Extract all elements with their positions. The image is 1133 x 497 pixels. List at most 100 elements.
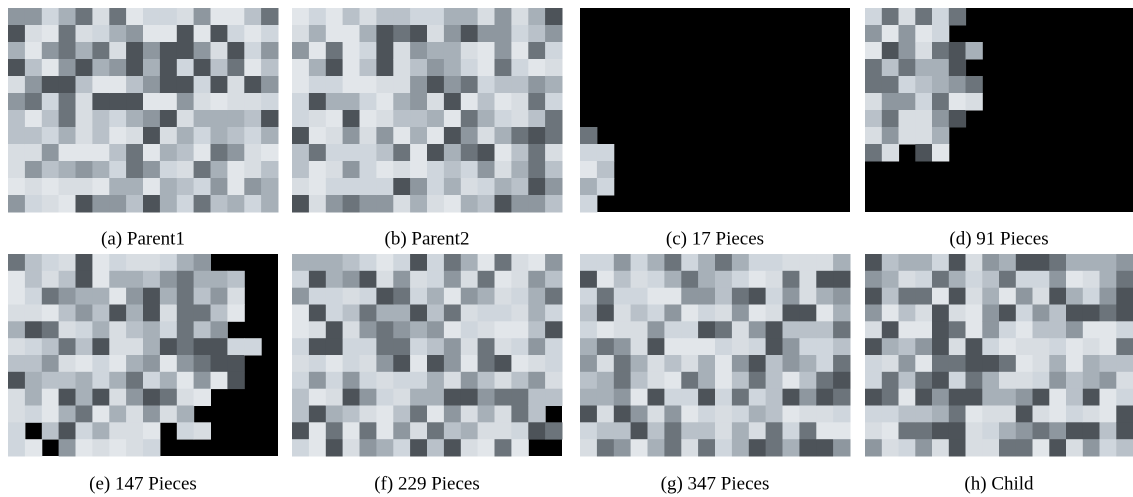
image-tile: [109, 110, 127, 128]
image-tile: [427, 59, 445, 77]
image-tile: [1082, 422, 1101, 440]
image-tile: [376, 195, 394, 213]
image-tile: [881, 76, 900, 94]
image-tile: [698, 405, 716, 423]
image-tile: [393, 321, 411, 339]
image-tile: [681, 405, 699, 423]
image-tile: [833, 321, 851, 339]
image-tile: [1049, 270, 1067, 289]
image-tile: [932, 59, 950, 77]
image-tile: [596, 287, 615, 305]
image-tile: [545, 161, 563, 179]
image-tile: [1116, 321, 1133, 339]
image-tile: [393, 338, 411, 356]
image-tile: [427, 161, 445, 179]
image-tile: [460, 355, 479, 373]
image-tile: [292, 338, 310, 356]
image-tile: [494, 161, 512, 179]
image-tile: [580, 304, 598, 322]
image-tile: [580, 195, 598, 213]
image-tile: [881, 25, 900, 43]
image-tile: [227, 161, 245, 179]
image-tile: [342, 439, 360, 457]
image-tile: [698, 254, 716, 272]
image-tile: [932, 287, 950, 305]
image-tile: [410, 127, 428, 145]
image-tile: [511, 287, 529, 305]
image-tile: [92, 338, 110, 356]
image-tile: [528, 270, 546, 289]
image-tile: [24, 338, 43, 356]
image-panel: [8, 8, 279, 213]
image-tile: [308, 422, 327, 440]
image-tile: [176, 178, 195, 196]
image-tile: [176, 59, 195, 77]
image-tile: [664, 321, 682, 339]
image-tile: [715, 321, 733, 339]
image-tile: [393, 254, 411, 272]
image-tile: [159, 304, 178, 322]
image-tile: [261, 144, 279, 162]
image-tile: [359, 388, 377, 406]
image-tile: [75, 287, 93, 305]
image-tile: [613, 439, 632, 457]
image-tile: [159, 287, 178, 305]
image-tile: [1015, 405, 1034, 423]
image-tile: [24, 42, 43, 60]
image-tile: [58, 110, 76, 128]
image-tile: [427, 321, 445, 339]
image-tile: [393, 178, 411, 196]
image-tile: [965, 304, 983, 322]
image-tile: [613, 422, 632, 440]
image-tile: [292, 388, 310, 406]
image-tile: [58, 93, 76, 111]
image-tile: [109, 178, 127, 196]
image-tile: [799, 254, 817, 272]
image-tile: [75, 127, 93, 145]
image-tile: [1049, 422, 1067, 440]
image-tile: [210, 338, 228, 356]
image-tile: [833, 287, 851, 305]
image-tile: [477, 161, 495, 179]
image-tile: [227, 195, 245, 213]
image-tile: [159, 371, 178, 390]
image-tile: [210, 304, 228, 322]
image-tile: [1116, 355, 1133, 373]
image-tile: [816, 355, 834, 373]
image-tile: [1015, 270, 1034, 289]
image-tile: [210, 321, 228, 339]
image-tile: [193, 76, 211, 94]
image-tile: [75, 321, 93, 339]
image-tile: [292, 321, 310, 339]
image-tile: [75, 304, 93, 322]
panel-caption: (e) 147 Pieces: [89, 473, 197, 494]
image-tile: [75, 254, 93, 272]
image-tile: [511, 178, 529, 196]
image-tile: [731, 405, 750, 423]
image-tile: [765, 388, 783, 406]
image-tile: [1066, 388, 1084, 406]
image-tile: [948, 42, 967, 60]
image-tile: [342, 371, 360, 390]
image-tile: [833, 388, 851, 406]
image-tile: [613, 254, 632, 272]
image-tile: [865, 287, 883, 305]
image-tile: [898, 304, 916, 322]
image-tile: [596, 405, 615, 423]
image-tile: [681, 355, 699, 373]
image-tile: [1116, 254, 1133, 272]
image-tile: [58, 25, 76, 43]
image-tile: [24, 304, 43, 322]
image-tile: [833, 270, 851, 289]
image-tile: [765, 338, 783, 356]
image-tile: [765, 422, 783, 440]
image-tile: [765, 405, 783, 423]
image-tile: [244, 195, 262, 213]
image-tile: [41, 388, 60, 406]
image-tile: [948, 321, 967, 339]
image-tile: [359, 178, 377, 196]
image-tile: [443, 405, 462, 423]
image-tile: [92, 8, 110, 26]
image-tile: [1099, 287, 1117, 305]
image-tile: [477, 254, 495, 272]
